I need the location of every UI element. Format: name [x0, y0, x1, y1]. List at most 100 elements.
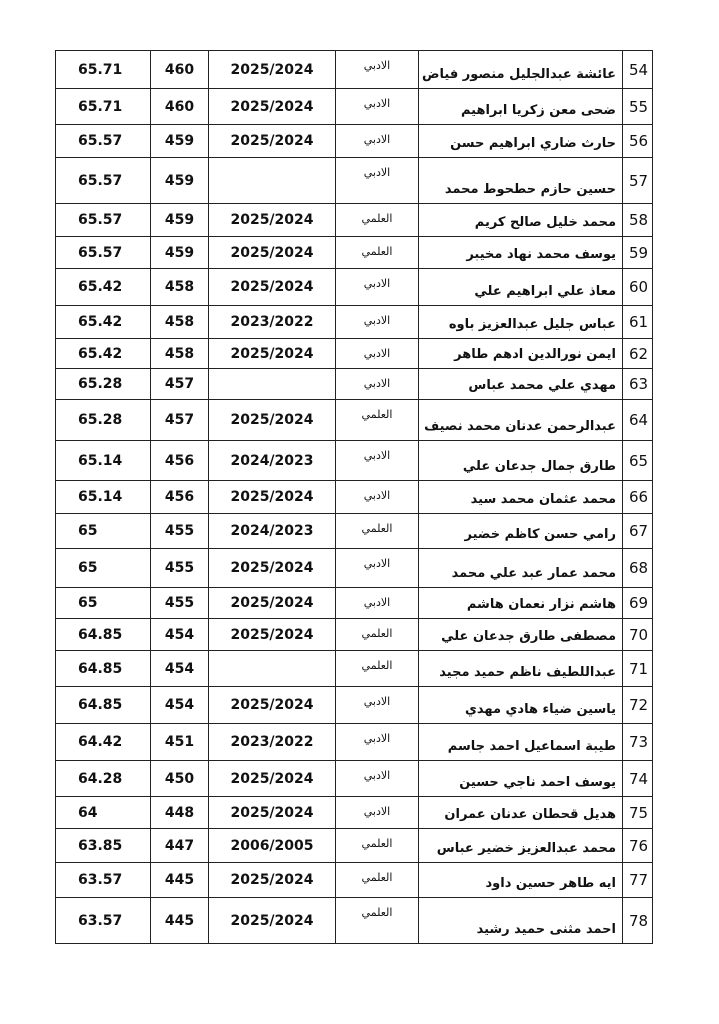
cell-pct: 65.14 [55, 480, 151, 514]
cell-name: معاذ علي ابراهيم علي [418, 268, 623, 306]
cell-num: 58 [622, 203, 653, 237]
cell-year [208, 368, 336, 400]
table-row: 65.57 459 الادبي حسين حازم حطحوط محمد 57 [55, 157, 653, 204]
table-row: 65 455 2025/2024 الادبي محمد عمار عبد علي مح… [55, 548, 653, 588]
cell-score: 451 [150, 723, 209, 761]
cell-name: ياسين ضياء هادي مهدي [418, 686, 623, 724]
table-row: 65 455 2024/2023 العلمي رامي حسن كاظم خضير 67 [55, 513, 653, 549]
table-row: 65.28 457 الادبي مهدي علي محمد عباس 63 [55, 368, 653, 400]
cell-year: 2025/2024 [208, 587, 336, 619]
cell-year: 2025/2024 [208, 686, 336, 724]
table-row: 64.28 450 2025/2024 الادبي يوسف احمد ناجي حس… [55, 760, 653, 797]
cell-num: 68 [622, 548, 653, 588]
cell-branch: الادبي [335, 723, 419, 761]
table-row: 65.71 460 2025/2024 الادبي ضحى معن زكريا ابر… [55, 88, 653, 125]
cell-name: حسين حازم حطحوط محمد [418, 157, 623, 204]
table-row: 64.42 451 2023/2022 الادبي طيبة اسماعيل احمد… [55, 723, 653, 761]
cell-name: عبداللطيف ناظم حميد مجيد [418, 650, 623, 687]
cell-num: 54 [622, 50, 653, 89]
cell-pct: 65 [55, 548, 151, 588]
cell-name: طيبة اسماعيل احمد جاسم [418, 723, 623, 761]
cell-year: 2025/2024 [208, 480, 336, 514]
cell-year: 2025/2024 [208, 50, 336, 89]
cell-name: محمد خليل صالح كريم [418, 203, 623, 237]
cell-score: 455 [150, 513, 209, 549]
cell-pct: 64 [55, 796, 151, 829]
cell-name: مصطفى طارق جدعان علي [418, 618, 623, 651]
cell-num: 76 [622, 828, 653, 863]
cell-branch: الادبي [335, 440, 419, 481]
cell-num: 71 [622, 650, 653, 687]
table-row: 65.14 456 2024/2023 الادبي طارق جمال جدعان ع… [55, 440, 653, 481]
cell-name: يوسف احمد ناجي حسين [418, 760, 623, 797]
table-row: 65.42 458 2025/2024 الادبي ايمن نورالدين اده… [55, 338, 653, 369]
cell-name: محمد عمار عبد علي محمد [418, 548, 623, 588]
cell-pct: 65.28 [55, 368, 151, 400]
cell-score: 460 [150, 88, 209, 125]
table-row: 65.57 459 2025/2024 العلمي محمد خليل صالح كر… [55, 203, 653, 237]
cell-year: 2025/2024 [208, 862, 336, 898]
cell-pct: 64.85 [55, 686, 151, 724]
cell-branch: الادبي [335, 686, 419, 724]
cell-pct: 63.57 [55, 862, 151, 898]
cell-pct: 64.85 [55, 650, 151, 687]
table-row: 64.85 454 2025/2024 الادبي ياسين ضياء هادي م… [55, 686, 653, 724]
cell-pct: 65.28 [55, 399, 151, 441]
cell-branch: الادبي [335, 268, 419, 306]
cell-score: 447 [150, 828, 209, 863]
cell-year: 2025/2024 [208, 760, 336, 797]
cell-year: 2025/2024 [208, 236, 336, 269]
cell-score: 454 [150, 618, 209, 651]
cell-pct: 65.57 [55, 203, 151, 237]
cell-num: 66 [622, 480, 653, 514]
cell-branch: العلمي [335, 203, 419, 237]
cell-score: 458 [150, 338, 209, 369]
results-table: 65.71 460 2025/2024 الادبي عائشة عبدالجليل م… [55, 50, 653, 944]
cell-pct: 64.42 [55, 723, 151, 761]
cell-num: 78 [622, 897, 653, 944]
cell-pct: 64.85 [55, 618, 151, 651]
cell-num: 72 [622, 686, 653, 724]
table-row: 64 448 2025/2024 الادبي هديل قحطان عدنان عمر… [55, 796, 653, 829]
cell-branch: الادبي [335, 305, 419, 339]
cell-branch: العلمي [335, 862, 419, 898]
cell-year [208, 157, 336, 204]
cell-year: 2025/2024 [208, 203, 336, 237]
cell-name: رامي حسن كاظم خضير [418, 513, 623, 549]
cell-score: 459 [150, 236, 209, 269]
cell-name: طارق جمال جدعان علي [418, 440, 623, 481]
cell-name: هديل قحطان عدنان عمران [418, 796, 623, 829]
cell-pct: 65.71 [55, 50, 151, 89]
cell-num: 62 [622, 338, 653, 369]
cell-num: 77 [622, 862, 653, 898]
cell-pct: 65 [55, 587, 151, 619]
cell-score: 458 [150, 305, 209, 339]
cell-pct: 65.42 [55, 305, 151, 339]
cell-num: 57 [622, 157, 653, 204]
table-row: 64.85 454 2025/2024 العلمي مصطفى طارق جدعان … [55, 618, 653, 651]
cell-num: 64 [622, 399, 653, 441]
cell-score: 458 [150, 268, 209, 306]
cell-year: 2023/2022 [208, 723, 336, 761]
cell-score: 455 [150, 548, 209, 588]
cell-name: ايمن نورالدين ادهم طاهر [418, 338, 623, 369]
table-row: 63.57 445 2025/2024 العلمي احمد مثنى حميد رش… [55, 897, 653, 944]
cell-branch: الادبي [335, 796, 419, 829]
cell-year: 2025/2024 [208, 796, 336, 829]
cell-branch: الادبي [335, 480, 419, 514]
cell-pct: 65.14 [55, 440, 151, 481]
cell-branch: العلمي [335, 399, 419, 441]
cell-score: 459 [150, 124, 209, 158]
table-row: 65.57 459 2025/2024 العلمي يوسف محمد نهاد مخ… [55, 236, 653, 269]
cell-num: 65 [622, 440, 653, 481]
cell-name: يوسف محمد نهاد مخيبر [418, 236, 623, 269]
cell-num: 60 [622, 268, 653, 306]
cell-branch: الادبي [335, 548, 419, 588]
cell-year: 2025/2024 [208, 268, 336, 306]
cell-branch: الادبي [335, 587, 419, 619]
cell-year: 2025/2024 [208, 897, 336, 944]
cell-name: مهدي علي محمد عباس [418, 368, 623, 400]
table-row: 65.57 459 2025/2024 الادبي حارث ضاري ابراهيم… [55, 124, 653, 158]
